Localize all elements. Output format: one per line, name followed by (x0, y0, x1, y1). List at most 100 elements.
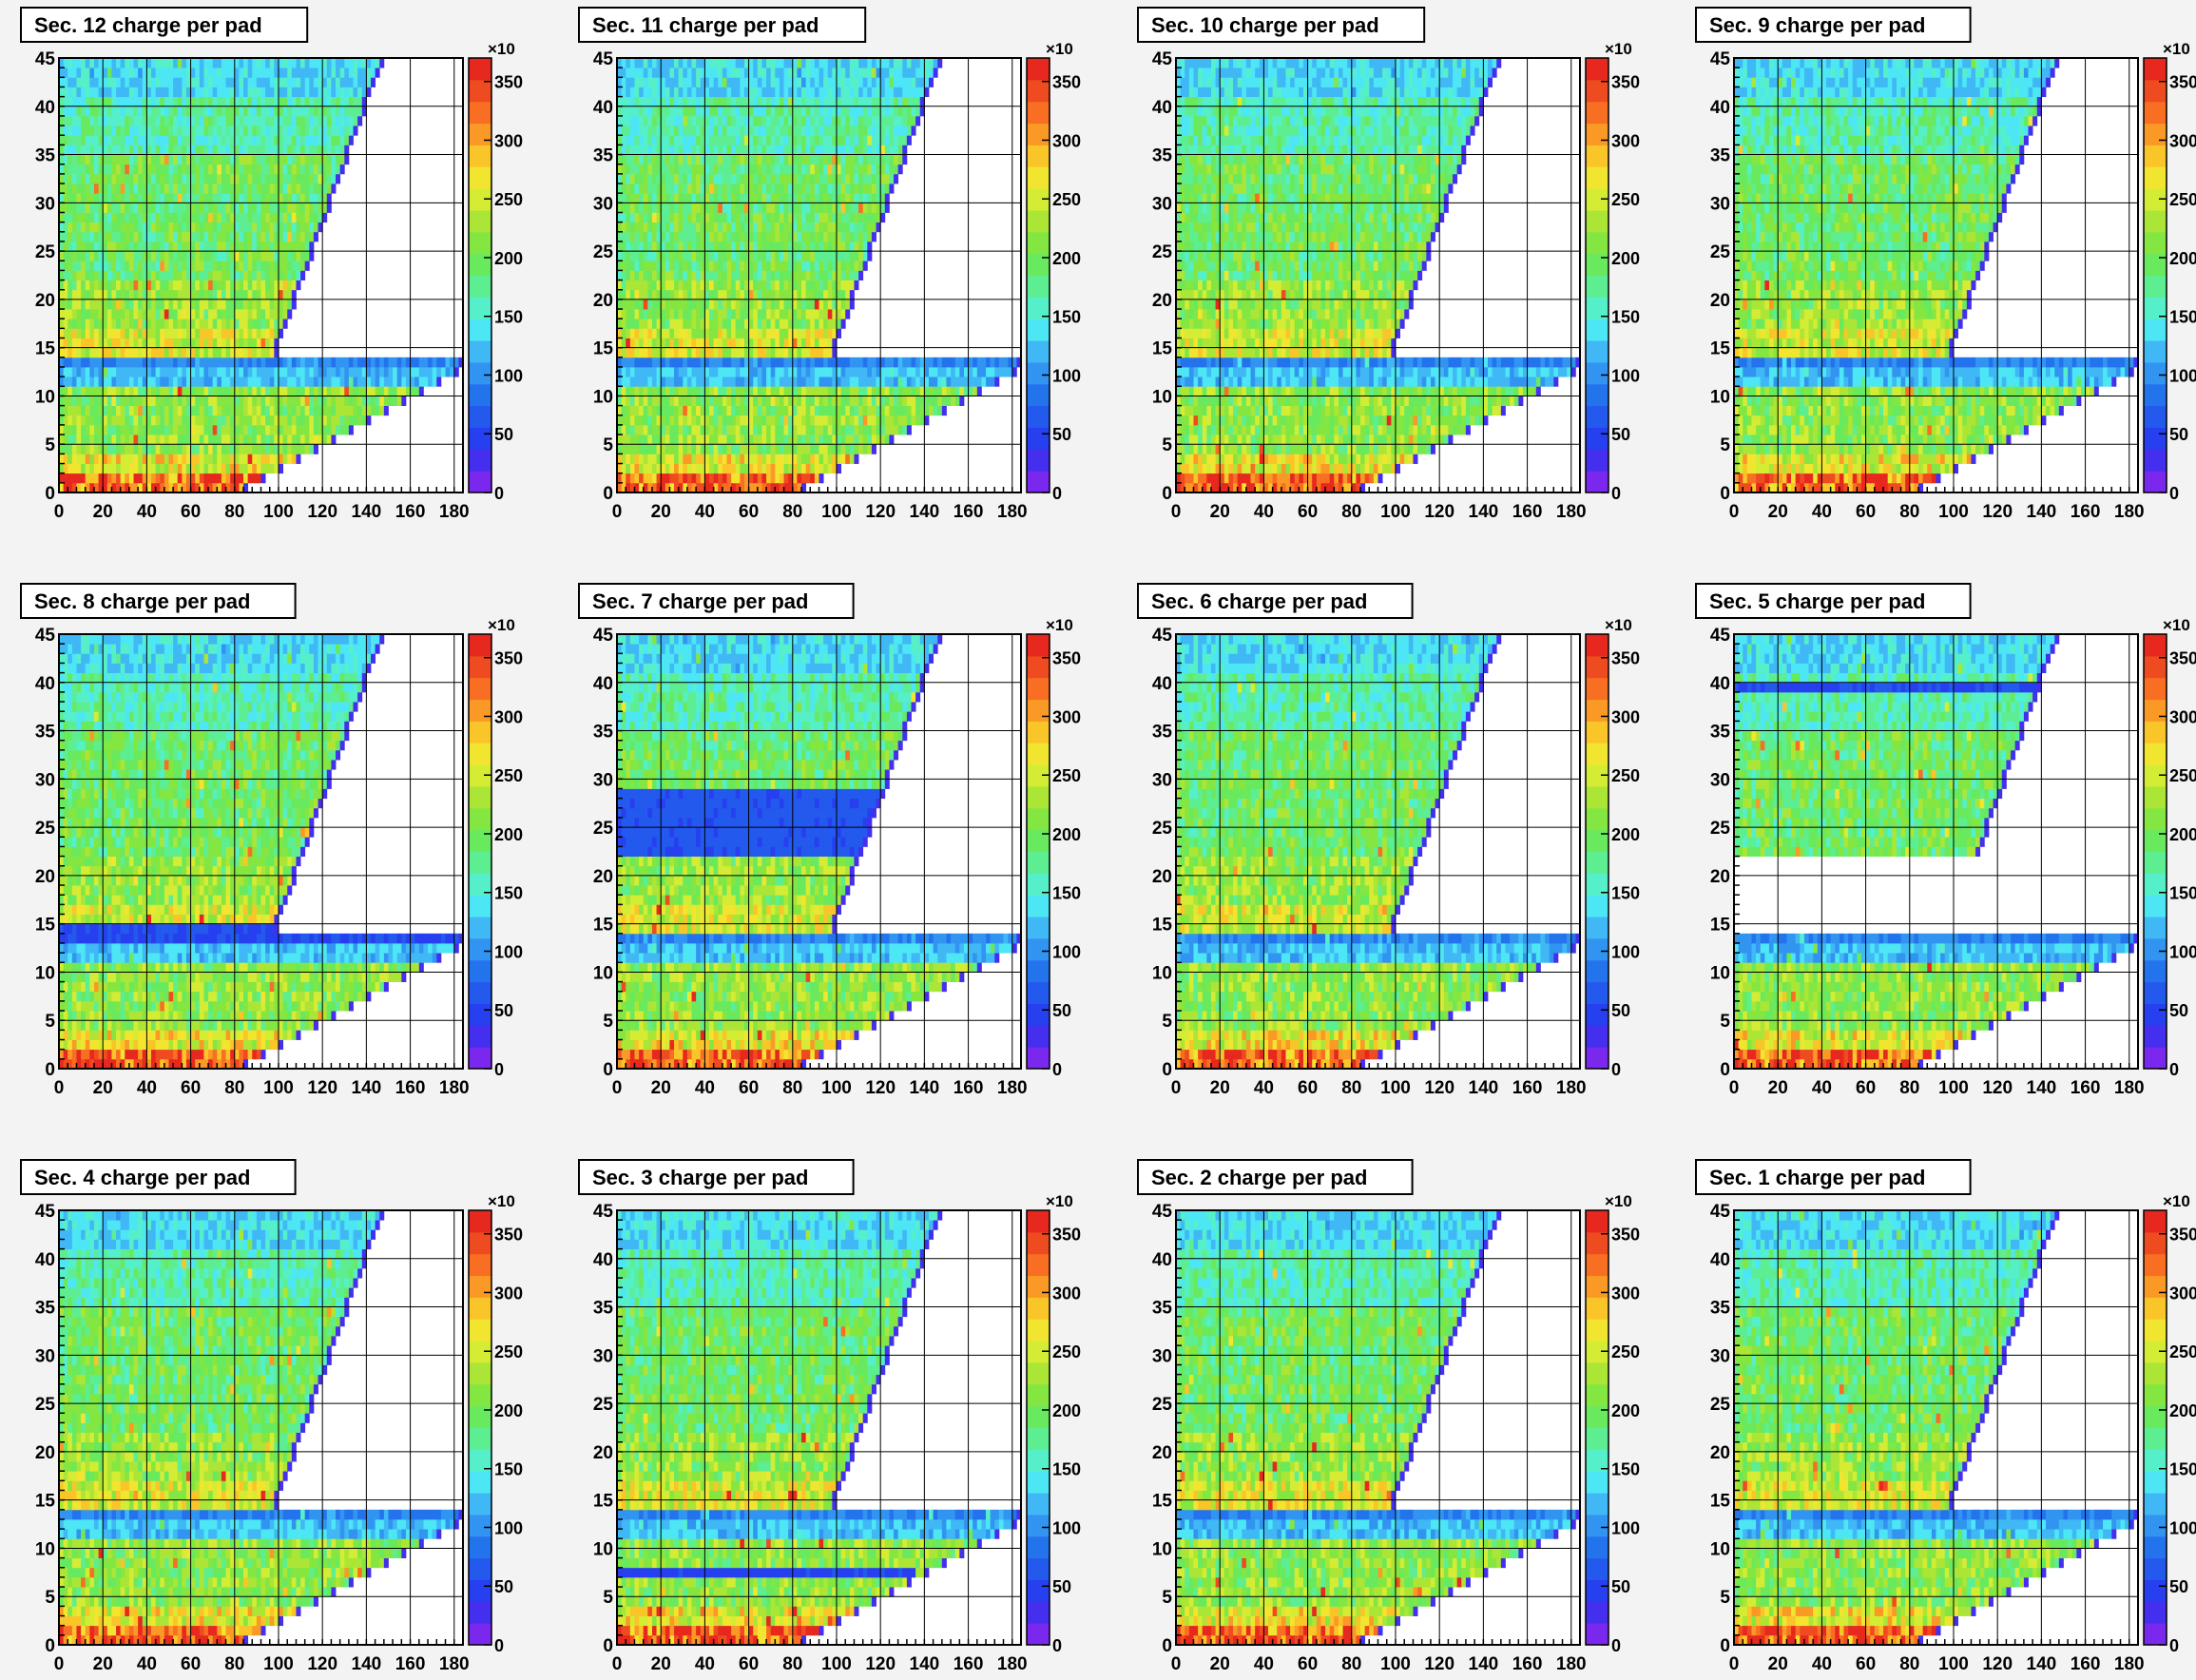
heat-cell (758, 415, 762, 426)
heat-cell (64, 290, 68, 300)
heat-cell (103, 155, 107, 165)
heat-cell (257, 183, 261, 194)
heat-cell (125, 222, 129, 233)
heat-cell (121, 87, 125, 97)
heat-cell (349, 406, 354, 416)
heat-cell (704, 319, 709, 329)
heat-cell (652, 367, 657, 377)
heat-cell (121, 126, 125, 136)
heat-cell (173, 415, 178, 426)
heat-cell (200, 299, 204, 310)
heat-cell (239, 241, 243, 252)
heat-cell (283, 434, 288, 445)
heat-cell (634, 454, 639, 464)
heat-cell (200, 155, 204, 165)
heat-cell (182, 473, 186, 484)
heat-cell (322, 116, 327, 126)
heat-cell (248, 193, 253, 203)
heat-cell (837, 367, 841, 377)
heat-cell (692, 464, 697, 474)
heat-cell (942, 357, 947, 368)
heat-cell (116, 406, 121, 416)
heat-cell (252, 145, 257, 155)
heat-cell (252, 328, 257, 338)
heat-cell (160, 58, 164, 68)
heat-cell (64, 328, 68, 338)
heat-cell (168, 473, 173, 484)
heat-cell (265, 270, 270, 280)
heat-cell (76, 68, 81, 78)
heat-cell (845, 415, 850, 426)
heat-cell (156, 174, 161, 184)
heat-cell (300, 155, 305, 165)
heat-cell (178, 406, 183, 416)
heat-cell (344, 58, 349, 68)
heat-cell (208, 425, 213, 435)
heat-cell (138, 97, 143, 107)
heat-cell (753, 319, 758, 329)
heat-cell (151, 261, 156, 271)
heat-cell (687, 473, 692, 484)
heat-cell (213, 357, 218, 368)
heat-cell (726, 357, 731, 368)
heat-cell (634, 396, 639, 406)
heat-cell (239, 270, 243, 280)
heat-cell (687, 328, 692, 338)
heat-cell (819, 434, 824, 445)
heat-cell (674, 299, 679, 310)
heat-cell (885, 357, 890, 368)
heat-cell (784, 319, 789, 329)
heat-cell (235, 126, 240, 136)
heat-cell (634, 434, 639, 445)
heat-cell (872, 425, 876, 435)
heat-cell (665, 338, 670, 349)
heat-cell (761, 396, 766, 406)
heat-cell (72, 126, 77, 136)
heat-cell (129, 338, 134, 349)
heat-cell (823, 357, 828, 368)
heat-cell (195, 77, 200, 87)
heat-cell (86, 222, 90, 233)
heat-cell (116, 348, 121, 358)
heat-cell (863, 377, 868, 387)
heat-cell (749, 299, 754, 310)
y-tick-label: 5 (45, 435, 55, 455)
heat-cell (647, 290, 652, 300)
heat-cell (801, 396, 806, 406)
heat-cell (340, 425, 345, 435)
heat-cell (67, 425, 72, 435)
heat-cell (76, 97, 81, 107)
heat-cell (134, 280, 139, 291)
heat-cell (203, 444, 208, 454)
heat-cell (164, 328, 169, 338)
heat-cell (709, 367, 714, 377)
heat-cell (401, 357, 406, 368)
heat-cell (823, 348, 828, 358)
heat-cell (771, 386, 776, 396)
heat-cell (991, 357, 995, 368)
heat-cell (639, 280, 644, 291)
heat-cell (151, 145, 156, 155)
heat-cell (296, 164, 300, 175)
heat-cell (151, 135, 156, 145)
heat-cell (239, 319, 243, 329)
heat-cell (761, 425, 766, 435)
heat-cell (178, 473, 183, 484)
heat-cell (200, 338, 204, 349)
heat-cell (203, 116, 208, 126)
heat-cell (107, 396, 112, 406)
heat-cell (902, 396, 907, 406)
heat-cell (679, 280, 684, 291)
heat-cell (309, 377, 314, 387)
heat-cell (793, 406, 798, 416)
heat-cell (257, 415, 261, 426)
heat-cell (669, 299, 674, 310)
heat-cell (344, 126, 349, 136)
heat-cell (296, 203, 300, 213)
heat-cell (683, 396, 687, 406)
heat-cell (740, 444, 744, 454)
heat-cell (243, 309, 248, 319)
heat-cell (89, 415, 94, 426)
heat-cell (107, 232, 112, 242)
heat-cell (173, 183, 178, 194)
